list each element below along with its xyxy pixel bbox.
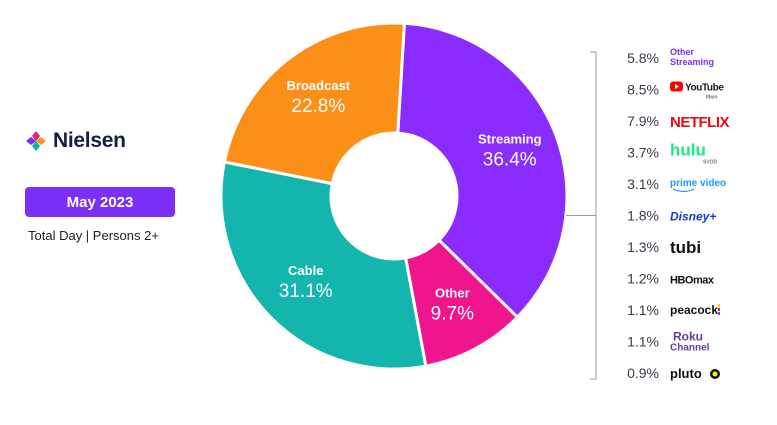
svg-text:Streaming: Streaming — [670, 57, 714, 67]
slice-label-streaming: Streaming — [478, 131, 542, 146]
nielsen-logo: Nielsen — [25, 129, 126, 153]
date-badge: May 2023 — [25, 187, 175, 217]
slice-cable — [219, 160, 428, 371]
svg-text:hulu: hulu — [670, 141, 706, 160]
svg-text:peacock: peacock — [670, 303, 718, 317]
streaming-share-value: 0.9% — [627, 365, 659, 381]
slice-label-broadcast: Broadcast — [287, 78, 351, 93]
svg-text:Other: Other — [670, 47, 695, 57]
svg-text:Main: Main — [706, 95, 717, 101]
streaming-bracket — [566, 51, 597, 380]
audience-subtitle: Total Day | Persons 2+ — [28, 228, 159, 243]
svg-text:prime video: prime video — [670, 178, 726, 189]
streaming-share-value: 1.3% — [627, 239, 659, 255]
slice-value-streaming: 36.4% — [483, 149, 537, 170]
nielsen-mark-icon — [26, 131, 46, 151]
svg-text:pluto: pluto — [670, 366, 702, 381]
tubi-logo: tubi — [670, 238, 701, 257]
streaming-share-value: 3.7% — [627, 145, 659, 161]
slice-label-other: Other — [435, 285, 470, 300]
streaming-share-value: 5.8% — [627, 50, 659, 66]
streaming-row: 1.1% peacock — [627, 302, 720, 318]
netflix-logo: NETFLIX — [670, 114, 730, 131]
svg-text:Roku: Roku — [673, 330, 703, 344]
peacock-logo: peacock — [670, 303, 720, 317]
streaming-row: 0.9% pluto — [627, 365, 720, 381]
svg-text:NETFLIX: NETFLIX — [670, 114, 729, 131]
streaming-share-value: 1.2% — [627, 271, 659, 287]
svg-text:HBOmax: HBOmax — [670, 275, 715, 287]
streaming-row: 3.1% prime video — [627, 176, 726, 193]
nielsen-wordmark: Nielsen — [53, 129, 126, 152]
streaming-share-value: 7.9% — [627, 113, 659, 129]
streaming-share-value: 3.1% — [627, 176, 659, 192]
slice-value-cable: 31.1% — [279, 281, 333, 302]
prime-video-logo: prime video — [670, 178, 726, 193]
streaming-row: 1.2% HBOmax — [627, 271, 715, 287]
streaming-row: 7.9% NETFLIX — [627, 113, 730, 131]
pluto-tv-logo: pluto — [670, 366, 720, 381]
streaming-share-value: 8.5% — [627, 82, 659, 98]
streaming-share-value: 1.1% — [627, 302, 659, 318]
slice-streaming — [396, 21, 569, 320]
streaming-share-value: 1.8% — [627, 208, 659, 224]
svg-text:SVOD: SVOD — [703, 160, 718, 166]
streaming-row: 1.3% tubi — [627, 238, 701, 257]
svg-text:YouTube: YouTube — [685, 83, 724, 94]
svg-text:tubi: tubi — [670, 238, 701, 257]
svg-text:Disney+: Disney+ — [670, 210, 716, 224]
svg-text:Channel: Channel — [670, 343, 710, 354]
slice-value-broadcast: 22.8% — [291, 96, 345, 117]
slice-value-other: 9.7% — [431, 303, 474, 324]
disney-plus-logo: Disney+ — [670, 210, 716, 224]
hbo-max-logo: HBOmax — [670, 275, 715, 287]
slice-label-cable: Cable — [288, 263, 323, 278]
slice-broadcast — [222, 21, 406, 186]
streaming-share-value: 1.1% — [627, 334, 659, 350]
streaming-row: 1.8% Disney+ — [627, 208, 716, 224]
